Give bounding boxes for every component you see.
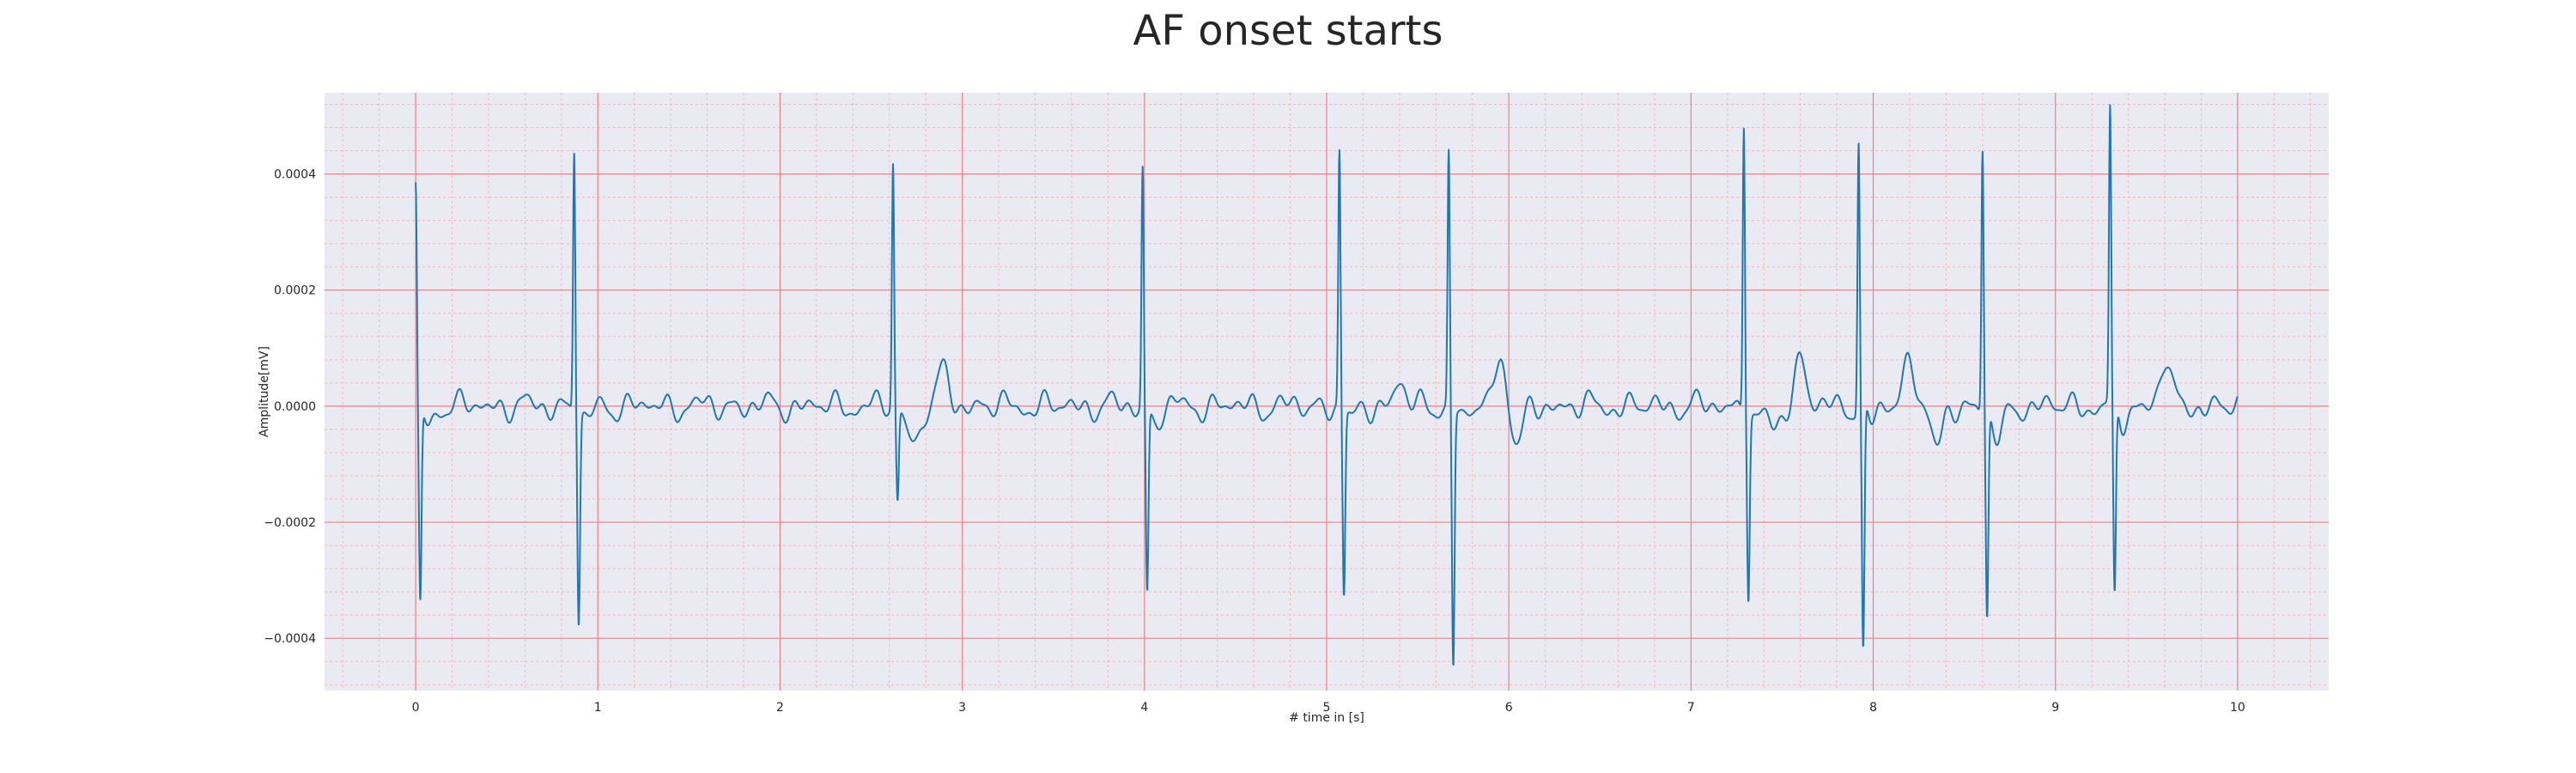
y-tick-label: 0.0004 [274, 168, 316, 182]
x-tick-label: 9 [2051, 701, 2059, 715]
y-tick-labels: −0.0004 −0.0002 0.0000 0.0002 0.0004 [264, 168, 316, 647]
y-tick-label: 0.0002 [274, 284, 316, 298]
major-grid [325, 93, 2329, 691]
x-tick-label: 1 [594, 701, 602, 715]
y-axis-label: Amplitude[mV] [258, 346, 271, 437]
x-tick-label: 4 [1140, 701, 1148, 715]
x-tick-label: 2 [776, 701, 784, 715]
x-tick-label: 0 [412, 701, 420, 715]
ecg-signal-line [415, 104, 2239, 666]
y-tick-label: −0.0004 [264, 632, 316, 646]
x-tick-label: 7 [1687, 701, 1695, 715]
chart-title: AF onset starts [1133, 7, 1443, 55]
y-tick-label: 0.0000 [274, 400, 316, 414]
x-tick-label: 8 [1869, 701, 1877, 715]
x-tick-label: 10 [2230, 701, 2245, 715]
x-tick-label: 5 [1323, 701, 1331, 715]
x-tick-label: 6 [1505, 701, 1513, 715]
x-tick-labels: 0 1 2 3 4 5 6 7 8 9 10 [412, 701, 2245, 715]
x-tick-label: 3 [958, 701, 966, 715]
x-axis-label: # time in [s] [1289, 711, 1364, 725]
series-layer [415, 104, 2239, 666]
y-tick-label: −0.0002 [264, 516, 316, 530]
